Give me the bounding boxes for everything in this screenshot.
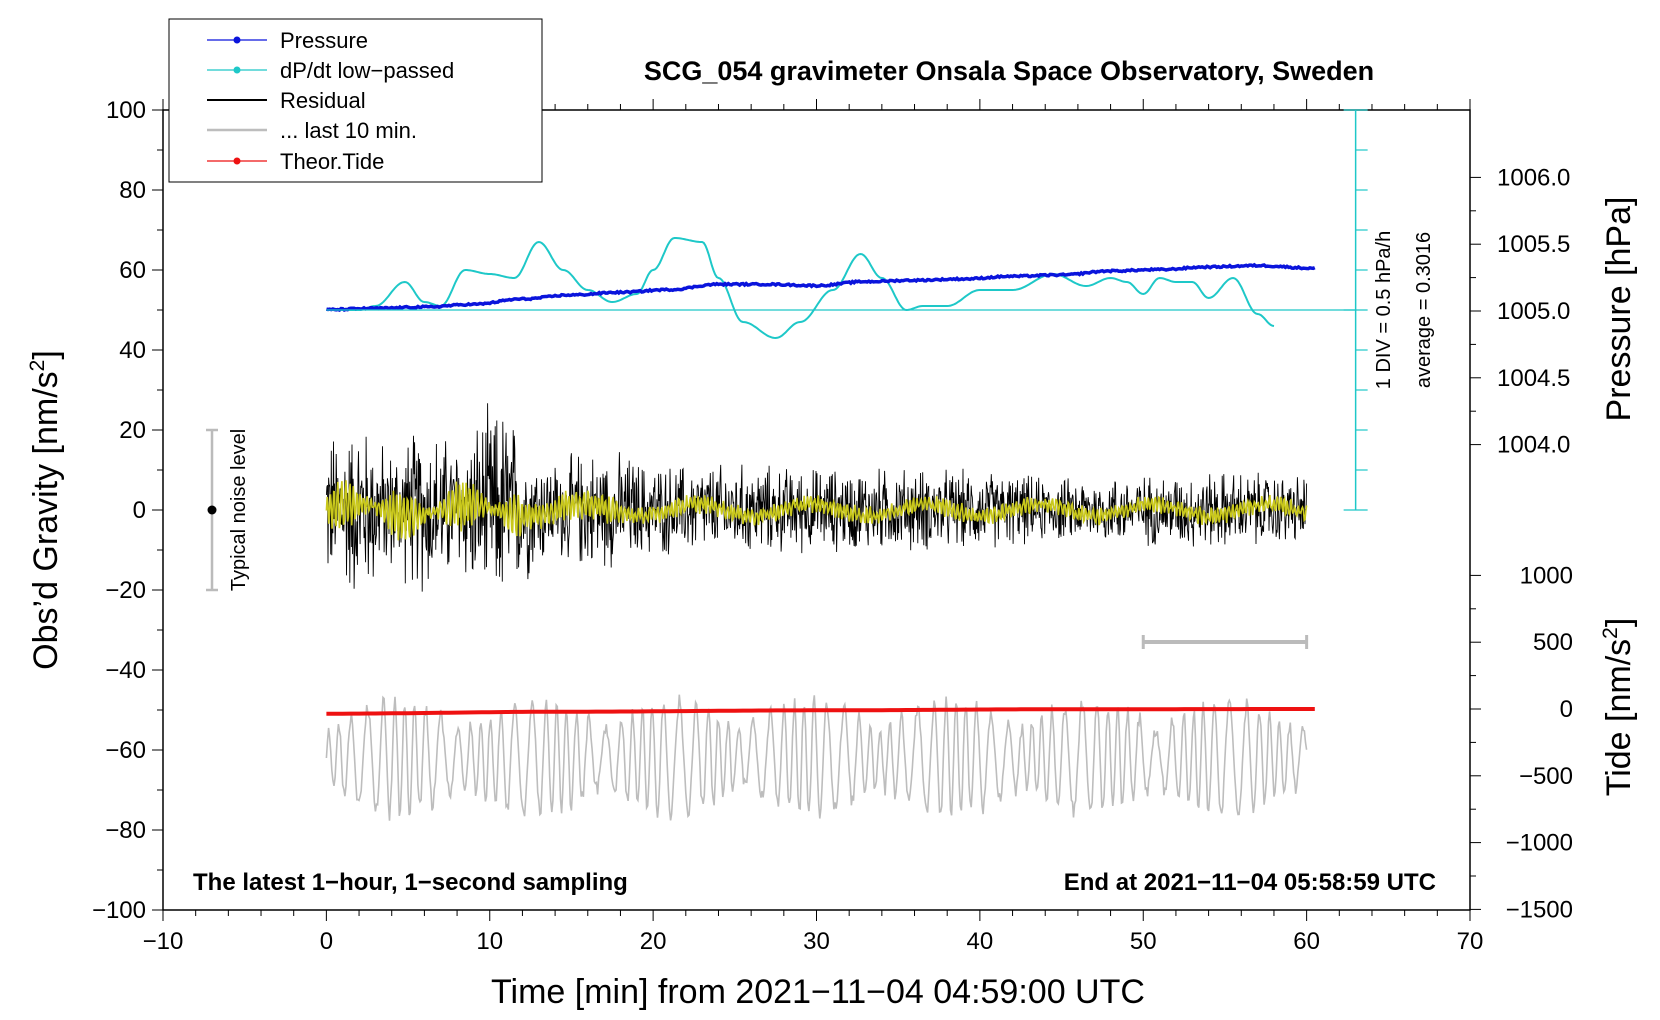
y-tick-label: −20 xyxy=(105,577,146,604)
x-tick-label: −10 xyxy=(143,928,184,955)
chart-title: SCG_054 gravimeter Onsala Space Observat… xyxy=(644,56,1374,86)
legend-marker-tide xyxy=(233,157,241,165)
legend-marker-dpdt xyxy=(233,66,241,74)
x-tick-label: 60 xyxy=(1293,928,1320,955)
pressure-tick-label: 1006.0 xyxy=(1497,164,1570,191)
tide-tick-label: −1500 xyxy=(1506,896,1573,923)
x-tick-label: 10 xyxy=(476,928,503,955)
tide-tick-label: 500 xyxy=(1533,629,1573,656)
note-sampling: The latest 1−hour, 1−second sampling xyxy=(193,869,628,896)
y-axis-label-tide: Tide [nm/s2] xyxy=(1599,618,1638,797)
y-tick-label: −80 xyxy=(105,817,146,844)
legend-entry-pressure: Pressure xyxy=(207,28,368,53)
noise-level-label: Typical noise level xyxy=(228,429,250,591)
legend-entry-tide: Theor.Tide xyxy=(207,149,384,174)
x-tick-label: 40 xyxy=(967,928,994,955)
x-tick-label: 30 xyxy=(803,928,830,955)
tide-tick-label: 0 xyxy=(1560,696,1573,723)
pressure-series-line xyxy=(325,262,1316,312)
x-axis-label: Time [min] from 2021−11−04 04:59:00 UTC xyxy=(491,973,1145,1011)
x-tick-label: 50 xyxy=(1130,928,1157,955)
legend-entry-residual: Residual xyxy=(207,88,366,113)
x-tick-label: 70 xyxy=(1457,928,1484,955)
tide-tick-label: −500 xyxy=(1519,763,1573,790)
pressure-tick-label: 1005.5 xyxy=(1497,231,1570,258)
pressure-tick-label: 1004.5 xyxy=(1497,365,1570,392)
pressure-tick-label: 1005.0 xyxy=(1497,298,1570,325)
legend-marker-pressure xyxy=(233,36,241,44)
series-layer xyxy=(325,237,1316,821)
legend-label-dpdt: dP/dt low−passed xyxy=(280,58,454,83)
y-tick-label: 40 xyxy=(119,337,146,364)
x-tick-label: 0 xyxy=(320,928,333,955)
legend-label-tide: Theor.Tide xyxy=(280,149,384,174)
y-axis-label-left: Obs’d Gravity [nm/s2] xyxy=(26,350,65,670)
plot-frame-group: −10 0 10 20 30 40 50 60 70100806040200−20−40−60−… xyxy=(92,97,1573,955)
tide-tick-label: 1000 xyxy=(1520,562,1573,589)
tide-series-line xyxy=(326,707,1315,716)
residual-lowpassed-line xyxy=(325,480,1308,541)
pressure-tick-label: 1004.0 xyxy=(1497,432,1570,459)
y-tick-label: −60 xyxy=(105,737,146,764)
legend-label-residual: Residual xyxy=(280,88,366,113)
annotation-layer xyxy=(206,109,1368,649)
noise-level-center-dot xyxy=(207,505,217,515)
last10-series-line xyxy=(325,694,1308,821)
y-tick-label: 0 xyxy=(133,497,146,524)
y-axis-label-pressure: Pressure [hPa] xyxy=(1600,197,1638,422)
y-tick-label: 80 xyxy=(119,177,146,204)
legend-label-last10: ... last 10 min. xyxy=(280,118,417,143)
dpdt-scale-label: 1 DIV = 0.5 hPa/h xyxy=(1373,231,1395,389)
y-tick-label: −100 xyxy=(92,897,146,924)
residual-series-line xyxy=(325,403,1308,592)
y-tick-label: −40 xyxy=(105,657,146,684)
y-tick-label: 20 xyxy=(119,417,146,444)
dpdt-average-label: average = 0.3016 xyxy=(1413,232,1435,388)
dpdt-series-line xyxy=(326,237,1275,340)
tide-tick-label: −1000 xyxy=(1506,830,1573,857)
x-tick-label: 20 xyxy=(640,928,667,955)
note-end-time: End at 2021−11−04 05:58:59 UTC xyxy=(1064,869,1436,896)
legend-entry-last10: ... last 10 min. xyxy=(207,118,417,143)
y-tick-label: 60 xyxy=(119,257,146,284)
legend-entry-dpdt: dP/dt low−passed xyxy=(207,58,454,83)
legend: Pressure dP/dt low−passed Residual ... l… xyxy=(168,18,543,183)
y-tick-label: 100 xyxy=(106,97,146,124)
legend-label-pressure: Pressure xyxy=(280,28,368,53)
